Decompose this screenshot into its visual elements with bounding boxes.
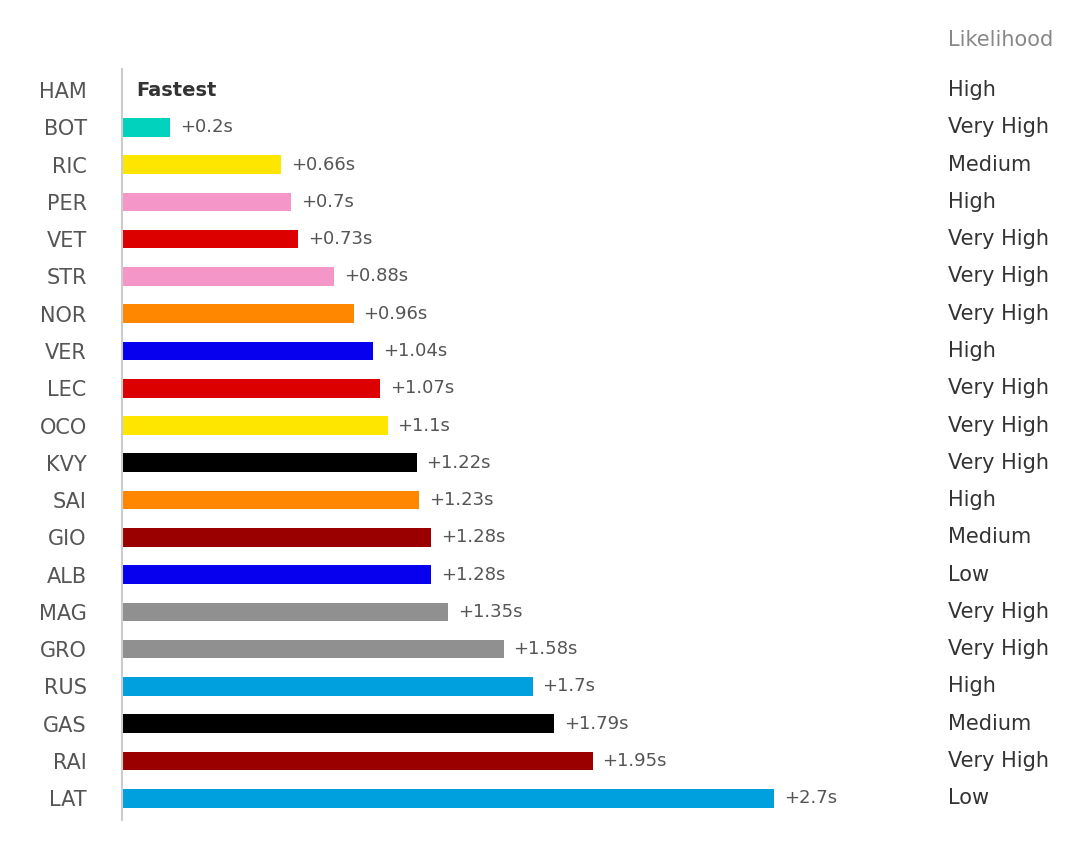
Text: Very High: Very High [948,602,1050,622]
Bar [122,565,431,584]
Text: +1.28s: +1.28s [441,566,505,584]
Bar [122,789,774,808]
Text: +1.28s: +1.28s [441,529,505,547]
Text: +1.04s: +1.04s [382,342,447,360]
Text: Very High: Very High [948,304,1050,324]
Text: Low: Low [948,788,989,808]
Text: High: High [948,677,996,696]
Text: +1.79s: +1.79s [564,715,629,733]
Bar [122,602,448,621]
Text: High: High [948,192,996,212]
Text: +1.07s: +1.07s [390,379,455,398]
Text: +1.58s: +1.58s [513,640,578,658]
Text: +1.35s: +1.35s [458,603,522,621]
Text: +0.2s: +0.2s [180,118,233,136]
Text: Medium: Medium [948,155,1031,174]
Bar [122,230,298,249]
Bar [122,640,503,658]
Text: +0.66s: +0.66s [291,156,355,173]
Text: +1.7s: +1.7s [542,678,595,695]
Text: +1.22s: +1.22s [427,453,490,472]
Text: Very High: Very High [948,453,1050,473]
Text: +1.23s: +1.23s [429,491,494,509]
Text: Very High: Very High [948,640,1050,659]
Bar [122,305,354,323]
Bar [122,342,373,360]
Text: Very High: Very High [948,229,1050,249]
Text: +0.73s: +0.73s [308,230,373,248]
Text: High: High [948,490,996,510]
Text: +0.7s: +0.7s [300,193,353,211]
Text: Very High: Very High [948,266,1050,287]
Text: Fastest: Fastest [136,80,217,100]
Bar [122,491,419,509]
Bar [122,453,417,472]
Text: +1.95s: +1.95s [603,752,667,770]
Bar [122,528,431,547]
Text: Very High: Very High [948,378,1050,398]
Bar [122,416,388,435]
Bar [122,677,532,695]
Bar [122,714,554,733]
Bar [122,267,335,286]
Text: Likelihood: Likelihood [948,30,1053,50]
Text: High: High [948,341,996,361]
Text: Very High: Very High [948,415,1050,436]
Text: +0.88s: +0.88s [345,267,408,285]
Text: +0.96s: +0.96s [364,305,428,322]
Bar [122,379,380,398]
Text: Medium: Medium [948,527,1031,547]
Bar [122,751,593,771]
Text: High: High [948,80,996,100]
Text: Very High: Very High [948,118,1050,137]
Bar [122,156,281,174]
Text: +2.7s: +2.7s [784,789,837,807]
Text: +1.1s: +1.1s [397,416,450,435]
Text: Low: Low [948,564,989,585]
Text: Very High: Very High [948,751,1050,771]
Text: Medium: Medium [948,714,1031,733]
Bar [122,193,291,212]
Bar [122,118,171,137]
